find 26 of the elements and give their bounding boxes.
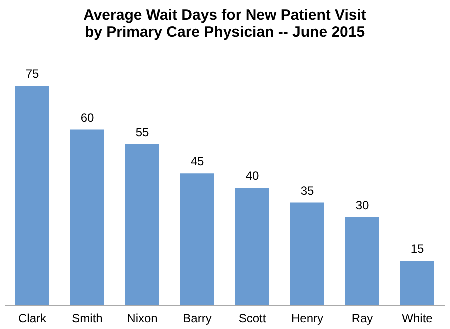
data-label: 30 <box>356 198 370 212</box>
x-tick-label: Clark <box>18 312 48 326</box>
text: by Primary Care Physician -- June 2015 <box>84 24 366 41</box>
x-tick-label: Smith <box>72 312 103 326</box>
text: Average Wait Days for New Patient Visit <box>84 7 366 24</box>
bar <box>236 188 270 305</box>
bar <box>16 86 50 305</box>
bar <box>180 174 214 305</box>
x-tick-label: Henry <box>291 312 324 326</box>
data-label: 40 <box>246 169 260 184</box>
data-label: 55 <box>136 125 150 140</box>
bar <box>290 202 324 305</box>
bar <box>126 144 160 305</box>
data-label: 75 <box>26 67 40 81</box>
x-tick-label: Ray <box>352 312 374 326</box>
x-tick-label: Barry <box>183 312 212 326</box>
bar <box>70 130 104 305</box>
x-tick-label: White <box>402 312 434 326</box>
bar <box>400 261 434 305</box>
bar <box>346 217 380 305</box>
data-label: 45 <box>190 154 204 169</box>
x-tick-label: Nixon <box>127 312 158 326</box>
data-label: 35 <box>300 184 314 198</box>
data-label: 15 <box>410 242 424 256</box>
data-label: 60 <box>80 110 94 125</box>
x-tick-label: Scott <box>238 312 267 326</box>
